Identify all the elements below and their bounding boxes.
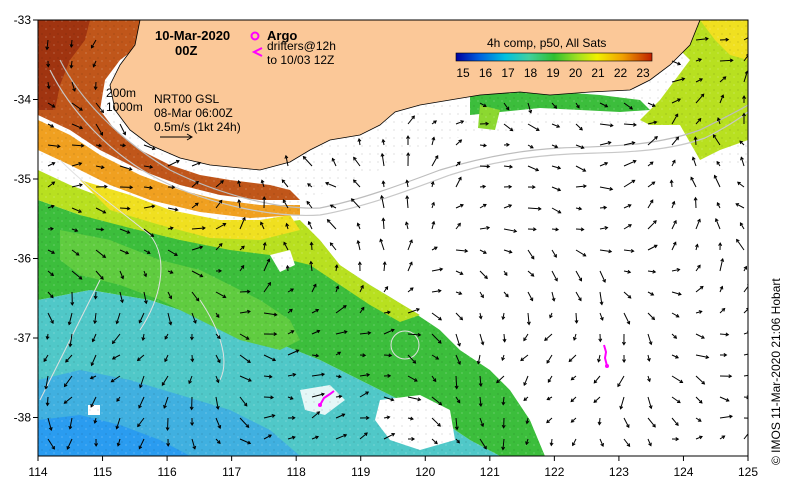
x-tick-label: 119: [351, 465, 370, 479]
x-tick-label: 115: [93, 465, 112, 479]
y-axis: -33 -34 -35 -36 -37 -38: [14, 13, 38, 425]
colorbar-tick-label: 22: [614, 66, 628, 80]
current-vector-head: [752, 352, 755, 355]
y-tick-label: -37: [14, 331, 32, 345]
current-vector-head: [749, 430, 752, 433]
vector-scale-label: 0.5m/s (1kt 24h): [154, 120, 241, 134]
plot-area: [38, 20, 755, 456]
colorbar-ticks: 15 16 17 18 19 20 21 22 23: [456, 66, 650, 80]
x-tick-label: 114: [28, 465, 47, 479]
x-tick-label: 125: [738, 465, 758, 479]
colorbar-tick-label: 16: [479, 66, 493, 80]
credit-label: © IMOS 11-Mar-2020 21:06 Hobart: [769, 278, 783, 465]
contour-1000-label: 1000m: [106, 100, 143, 114]
colorbar-tick-label: 20: [569, 66, 583, 80]
colorbar-tick-label: 19: [546, 66, 560, 80]
colorbar-gradient: [456, 53, 652, 61]
x-tick-label: 121: [480, 465, 500, 479]
x-tick-label: 118: [287, 465, 306, 479]
colorbar-tick-label: 21: [591, 66, 605, 80]
time-title: 00Z: [175, 43, 197, 58]
colorbar-tick-label: 18: [524, 66, 538, 80]
drifter-legend: drifters@12h to 10/03 12Z: [254, 39, 336, 67]
x-tick-label: 117: [222, 465, 241, 479]
drifter-marker: [605, 364, 609, 368]
y-tick-label: -33: [14, 13, 32, 27]
x-tick-label: 122: [544, 465, 564, 479]
current-vector: [720, 60, 733, 61]
x-axis: 114 115 116 117 118 119 120 121 122 123 124 125: [28, 456, 758, 479]
y-tick-label: -34: [14, 93, 32, 107]
product-label: NRT00 GSL: [154, 92, 219, 106]
current-vector-head: [751, 34, 754, 37]
x-tick-label: 124: [673, 465, 693, 479]
colorbar-title: 4h comp, p50, All Sats: [487, 36, 606, 50]
date-title: 10-Mar-2020: [155, 28, 230, 43]
y-tick-label: -36: [14, 252, 32, 266]
x-tick-label: 123: [609, 465, 629, 479]
colorbar-tick-label: 17: [501, 66, 515, 80]
x-tick-label: 116: [158, 465, 177, 479]
drifter-label-1: drifters@12h: [267, 39, 336, 53]
y-tick-label: -38: [14, 411, 32, 425]
drifter-label-2: to 10/03 12Z: [267, 53, 334, 67]
colorbar-tick-label: 23: [636, 66, 650, 80]
drifter-marker: [318, 403, 322, 407]
current-vector-head: [750, 417, 753, 420]
contour-200-label: 200m: [106, 86, 136, 100]
y-tick-label: -35: [14, 172, 32, 186]
x-tick-label: 120: [415, 465, 435, 479]
colorbar-tick-label: 15: [456, 66, 470, 80]
product-time-label: 08-Mar 06:00Z: [154, 106, 233, 120]
